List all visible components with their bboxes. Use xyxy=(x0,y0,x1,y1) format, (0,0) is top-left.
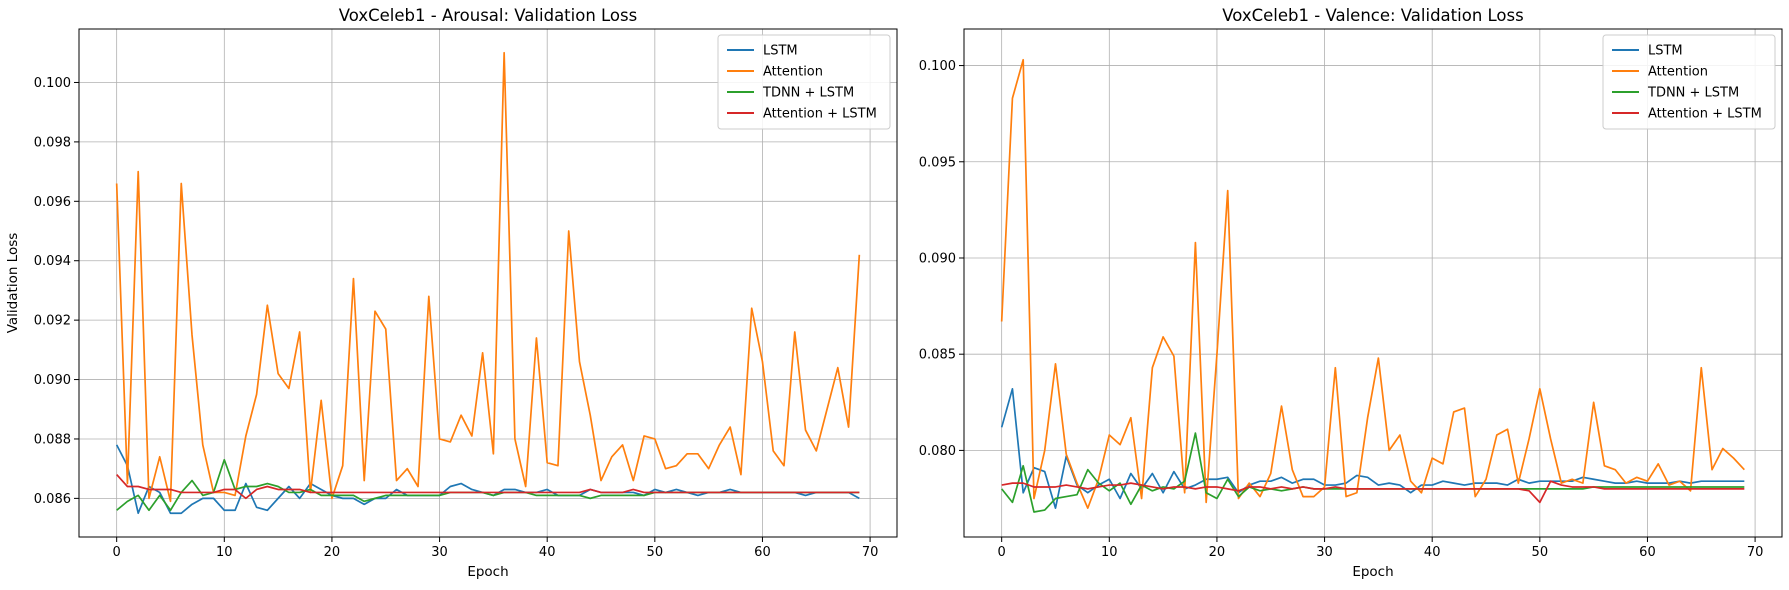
x-tick-label: 60 xyxy=(754,545,771,560)
x-tick-label: 30 xyxy=(431,545,448,560)
x-tick-label: 50 xyxy=(647,545,664,560)
valence-chart-panel: 0 10 20 30 40 50 60 70 0.080 0.085 0.090 0.095 0.100… xyxy=(919,6,1783,580)
axes-frame xyxy=(78,28,898,538)
y-tick-label: 0.098 xyxy=(34,135,71,150)
legend-label: Attention xyxy=(763,65,823,80)
y-tick-label: 0.100 xyxy=(34,76,71,91)
legend-label: TDNN + LSTM xyxy=(1647,86,1739,101)
x-tick-label: 30 xyxy=(1316,545,1333,560)
y-axis-label: Validation Loss xyxy=(5,233,21,334)
legend-label: Attention + LSTM xyxy=(1648,107,1762,122)
y-tick-label: 0.086 xyxy=(34,492,71,507)
x-tick-label: 70 xyxy=(862,545,879,560)
y-tick-label: 0.085 xyxy=(919,348,956,363)
y-tick-label: 0.095 xyxy=(919,155,956,170)
x-tick-label: 20 xyxy=(1209,545,1226,560)
legend: LSTM Attention TDNN + LSTM Attention + LSTM xyxy=(1602,34,1776,130)
legend-box xyxy=(1602,34,1776,130)
x-tick-label: 40 xyxy=(1424,545,1441,560)
x-tick-label: 10 xyxy=(216,545,233,560)
axes-frame xyxy=(963,28,1783,538)
x-tick-label: 0 xyxy=(113,545,121,560)
chart-title: VoxCeleb1 - Valence: Validation Loss xyxy=(1222,6,1523,25)
y-tick-label: 0.096 xyxy=(34,195,71,210)
x-tick-label: 20 xyxy=(324,545,341,560)
x-tick-label: 40 xyxy=(539,545,556,560)
y-tick-label: 0.092 xyxy=(34,314,71,329)
legend-label: TDNN + LSTM xyxy=(762,86,854,101)
legend-label: Attention + LSTM xyxy=(763,107,877,122)
y-tick-label: 0.090 xyxy=(919,251,956,266)
chart-title: VoxCeleb1 - Arousal: Validation Loss xyxy=(339,6,637,25)
series-line-lstm xyxy=(115,444,860,515)
series-line-attention-lstm xyxy=(116,474,860,500)
legend: LSTM Attention TDNN + LSTM Attention + LSTM xyxy=(717,34,891,130)
legend-label: Attention xyxy=(1648,65,1708,80)
x-tick-label: 50 xyxy=(1532,545,1549,560)
y-tick-label: 0.100 xyxy=(919,59,956,74)
series-line-attention xyxy=(115,51,861,503)
x-tick-label: 0 xyxy=(998,545,1006,560)
legend-label: LSTM xyxy=(1648,44,1683,59)
series-line-tdnn-lstm xyxy=(1001,432,1745,513)
y-tick-label: 0.088 xyxy=(34,432,71,447)
x-axis-label: Epoch xyxy=(1352,564,1393,580)
arousal-chart-panel: 0 10 20 30 40 50 60 70 0.086 0.088 0.090 0.092 0.094… xyxy=(5,6,898,580)
series-line-tdnn-lstm xyxy=(116,458,860,512)
x-tick-label: 70 xyxy=(1747,545,1764,560)
legend-label: LSTM xyxy=(763,44,798,59)
series-line-attention xyxy=(1000,58,1745,509)
y-tick-label: 0.080 xyxy=(919,444,956,459)
x-tick-label: 60 xyxy=(1639,545,1656,560)
x-axis-label: Epoch xyxy=(467,564,508,580)
legend-box xyxy=(717,34,891,130)
y-tick-label: 0.094 xyxy=(34,254,71,269)
series-line-lstm xyxy=(1000,387,1745,509)
series-line-attention-lstm xyxy=(1001,480,1745,504)
x-tick-label: 10 xyxy=(1101,545,1118,560)
y-tick-label: 0.090 xyxy=(34,373,71,388)
